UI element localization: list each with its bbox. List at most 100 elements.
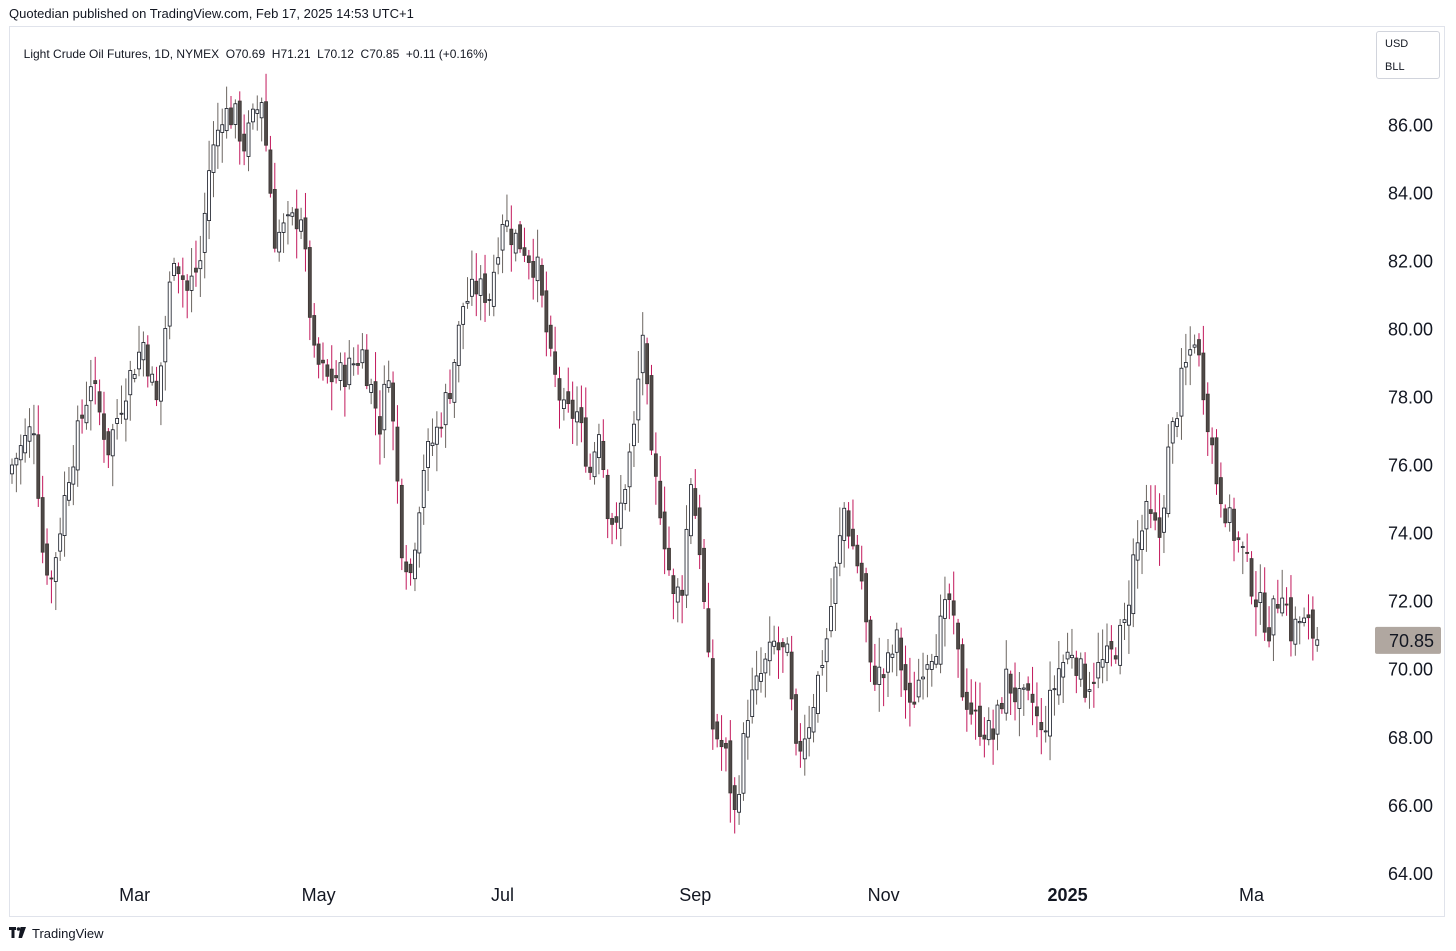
candle-body — [1035, 706, 1039, 717]
candle-body — [84, 404, 89, 424]
candle-body — [1131, 554, 1136, 615]
candle-body — [1157, 517, 1162, 538]
candle — [1030, 666, 1035, 726]
candle-body — [172, 262, 176, 276]
candle — [1157, 493, 1162, 566]
candle-body — [929, 661, 934, 670]
candle-body — [351, 363, 356, 366]
candle — [378, 390, 382, 465]
candle — [500, 214, 505, 274]
candle-body — [487, 299, 492, 301]
candle-body — [662, 511, 667, 550]
candle-body — [356, 363, 360, 366]
candle — [141, 331, 146, 377]
candle — [715, 713, 720, 748]
candle-body — [141, 342, 146, 361]
candle — [1043, 705, 1048, 743]
candle-body — [71, 466, 76, 485]
candle-body — [956, 622, 960, 650]
candle-body — [185, 280, 190, 291]
candle — [921, 652, 925, 700]
candle — [1258, 564, 1263, 625]
candle — [645, 337, 649, 405]
legend-open: O70.69 — [225, 47, 266, 61]
candle — [1140, 514, 1144, 575]
candle — [623, 484, 628, 511]
candle-body — [859, 562, 864, 582]
candle — [1249, 551, 1254, 605]
candle — [194, 240, 198, 287]
candle — [185, 274, 190, 319]
candle — [851, 499, 855, 550]
candle-body — [364, 349, 369, 387]
footer-brand[interactable]: TradingView — [9, 926, 104, 941]
candle-body — [483, 273, 487, 303]
candle — [1074, 650, 1079, 694]
candle-body — [763, 658, 768, 674]
candle — [1218, 462, 1223, 518]
candle — [307, 240, 312, 341]
candle-body — [509, 228, 514, 246]
candle-body — [448, 393, 452, 400]
candle — [154, 366, 159, 407]
candle — [1127, 580, 1131, 654]
candle — [649, 364, 654, 456]
price-scale-unit-box[interactable]: USD BLL — [1376, 31, 1440, 79]
candle-body — [522, 247, 527, 256]
candle-body — [978, 705, 982, 737]
candle — [759, 647, 763, 693]
y-tick-label: 76.00 — [1388, 456, 1433, 476]
candle — [128, 360, 133, 421]
candle-body — [382, 383, 387, 431]
candle — [286, 201, 290, 245]
candle — [145, 335, 150, 388]
candle — [846, 502, 851, 549]
candle — [1289, 575, 1293, 657]
candle-body — [794, 694, 798, 744]
candle-body — [526, 255, 531, 263]
candle-body — [943, 599, 947, 619]
candle-body — [399, 484, 404, 559]
candle — [1192, 334, 1197, 354]
candle — [978, 682, 982, 746]
candle — [1201, 325, 1206, 415]
candle-body — [1048, 689, 1052, 737]
candle-body — [220, 124, 225, 133]
candle-body — [1039, 722, 1044, 731]
candle — [658, 456, 663, 525]
candle-body — [535, 256, 540, 282]
candle — [259, 97, 264, 142]
candle — [448, 369, 452, 404]
candle-body — [250, 108, 255, 123]
candle — [1297, 616, 1302, 645]
candle — [890, 644, 895, 673]
candle-body — [189, 275, 194, 291]
candle — [443, 383, 448, 448]
candle-body — [150, 373, 155, 383]
candle-body — [982, 734, 987, 740]
candle-body — [145, 344, 150, 377]
candle-body — [93, 380, 98, 385]
candle-body — [53, 557, 58, 582]
candle — [1284, 587, 1289, 616]
candle-body — [780, 642, 785, 648]
candle — [811, 693, 816, 743]
candle-body — [312, 315, 317, 346]
legend-high: H71.21 — [271, 47, 311, 61]
candle — [1113, 647, 1118, 664]
candle-body — [627, 451, 632, 488]
candle — [299, 207, 303, 240]
candle-body — [745, 720, 750, 738]
last-price-text: 70.85 — [1389, 631, 1434, 651]
candle-body — [592, 451, 597, 478]
candle — [10, 458, 14, 484]
candle — [1087, 671, 1092, 709]
candle-body — [360, 349, 365, 364]
y-tick-label: 70.00 — [1388, 660, 1433, 680]
candle-body — [824, 638, 829, 663]
candle — [369, 378, 374, 405]
candle-body — [767, 641, 772, 662]
candle-body — [1052, 688, 1057, 691]
candle-body — [605, 474, 610, 520]
